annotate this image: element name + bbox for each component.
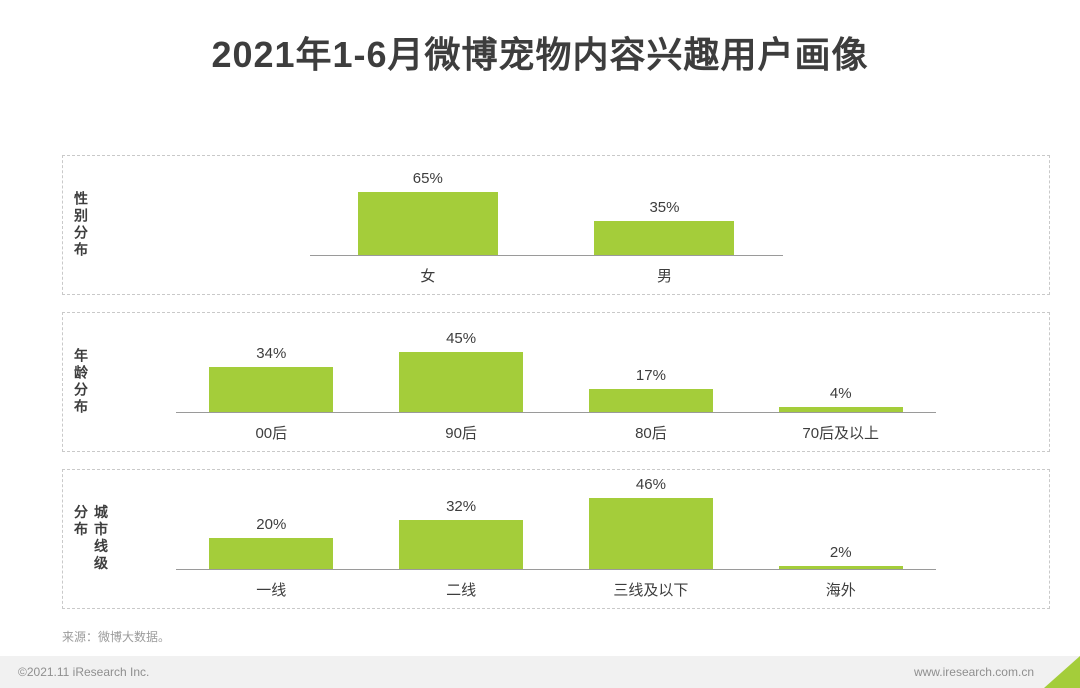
bar-column: 45%: [366, 330, 556, 412]
bar: [594, 221, 735, 255]
bar-column: 2%: [746, 544, 936, 569]
category-label: 70后及以上: [802, 425, 880, 442]
bar: [778, 566, 903, 569]
bar-column: 17%: [556, 367, 746, 412]
bar-value-label: 2%: [829, 544, 852, 561]
chart-panel-0: 性别分布 65% 35% 女 男: [62, 155, 1050, 295]
chart-panel-2: 城市线级分布 20% 32% 46% 2% 一线 二线 三线及以下 海外: [62, 469, 1050, 609]
panels: 性别分布 65% 35% 女 男年龄分布 34% 45% 17% 4% 00后 90后 80后 70后及…: [62, 155, 1050, 626]
category-label: 三线及以下: [613, 582, 689, 599]
bar-column: 35%: [546, 199, 783, 255]
category-label: 海外: [825, 582, 856, 599]
category-label: 男: [656, 268, 672, 285]
bar-column: 65%: [310, 170, 547, 255]
corner-accent-triangle: [1044, 656, 1080, 688]
source-note: 来源：微博大数据。: [62, 630, 171, 644]
category-label: 一线: [256, 582, 287, 599]
bar: [588, 498, 713, 569]
bar: [778, 407, 903, 412]
bar: [399, 352, 524, 412]
category-label: 女: [420, 268, 436, 285]
website-link[interactable]: www.iresearch.com.cn: [913, 665, 1034, 679]
page-title: 2021年1-6月微博宠物内容兴趣用户画像: [211, 34, 869, 75]
category-label: 90后: [445, 425, 477, 442]
bar-column: 46%: [556, 476, 746, 569]
bar-value-label: 34%: [256, 345, 287, 362]
bar-chart: 20% 32% 46% 2% 一线 二线 三线及以下 海外: [176, 476, 936, 600]
bar-value-label: 4%: [829, 385, 852, 402]
bar: [357, 192, 498, 255]
footer-bar: ©2021.11 iResearch Inc. www.iresearch.co…: [0, 656, 1080, 688]
bar-value-label: 32%: [446, 498, 477, 515]
bar-value-label: 17%: [635, 367, 666, 384]
bar-column: 4%: [746, 385, 936, 412]
category-label: 80后: [635, 425, 667, 442]
bar-value-label: 35%: [649, 199, 680, 216]
bar-chart: 34% 45% 17% 4% 00后 90后 80后 70后及以上: [176, 330, 936, 443]
panel-label: 性别分布: [73, 191, 89, 259]
bar-column: 32%: [366, 498, 556, 569]
bar-value-label: 20%: [256, 516, 287, 533]
category-label: 二线: [446, 582, 477, 599]
bar-value-label: 45%: [446, 330, 477, 347]
bar: [399, 520, 524, 569]
bar-value-label: 46%: [635, 476, 666, 493]
bar-column: 20%: [176, 516, 366, 569]
panel-label: 年龄分布: [73, 348, 89, 416]
panel-label: 城市线级分布: [73, 504, 109, 573]
bar-column: 34%: [176, 345, 366, 412]
chart-panel-1: 年龄分布 34% 45% 17% 4% 00后 90后 80后 70后及以上: [62, 312, 1050, 452]
copyright-text: ©2021.11 iResearch Inc.: [18, 665, 150, 679]
category-label: 00后: [255, 425, 288, 442]
bar: [588, 389, 713, 412]
bar: [209, 367, 334, 412]
bar-value-label: 65%: [412, 170, 443, 187]
bar: [209, 538, 334, 569]
bar-chart: 65% 35% 女 男: [309, 170, 783, 286]
